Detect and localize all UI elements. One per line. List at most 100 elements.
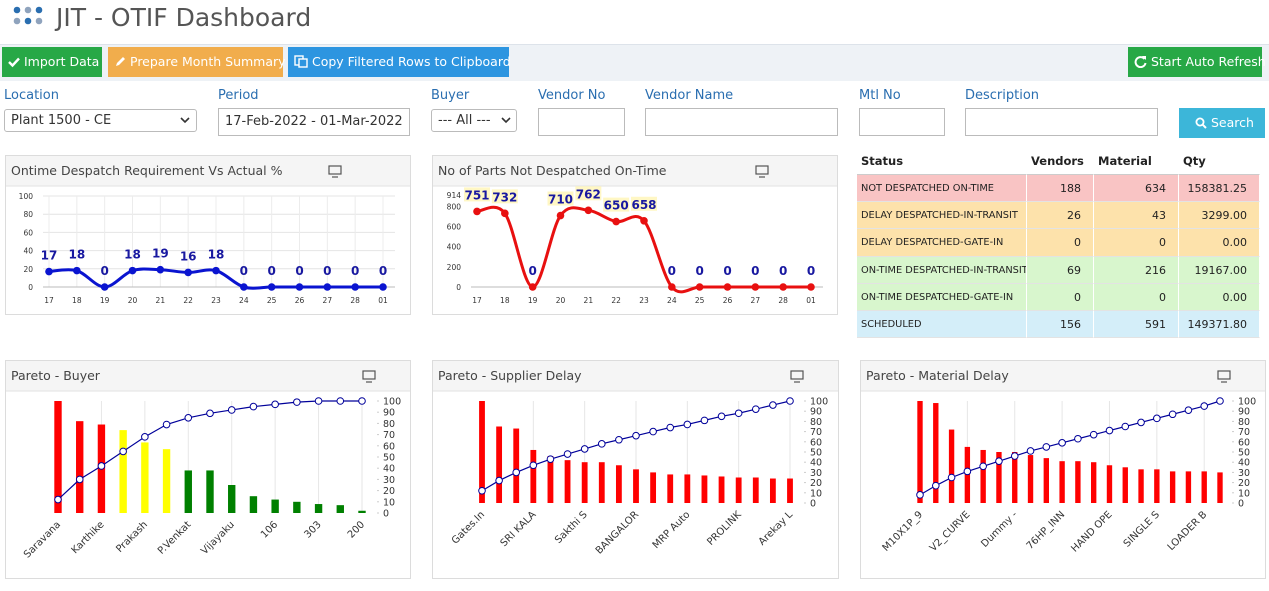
bar (228, 485, 236, 513)
summary-button[interactable]: Prepare Month Summary (108, 47, 286, 77)
bar (206, 470, 214, 513)
status-cell: DELAY DESPATCHED-GATE-IN (857, 229, 1027, 257)
table-cell: 591 (1094, 311, 1179, 339)
x-tick-label: 21 (584, 296, 594, 305)
cumulative-point (931, 481, 940, 490)
cumulative-point (75, 475, 84, 484)
data-label: 0 (267, 264, 275, 278)
buyer-select[interactable]: --- All --- (431, 109, 517, 132)
bar (547, 456, 554, 503)
chart-title: Pareto - Material Delay (866, 368, 1009, 383)
column-header: Qty (1179, 148, 1260, 175)
bar (564, 460, 571, 503)
x-tick-label: 21 (156, 296, 166, 305)
point (612, 217, 620, 226)
y2-tick-label: 0 (383, 509, 389, 520)
cumulative-point (734, 409, 743, 418)
status-cell: NOT DESPATCHED ON-TIME (857, 175, 1027, 203)
location-select[interactable]: Plant 1500 - CE (4, 109, 197, 132)
y2-tick-label: 100 (1238, 397, 1256, 408)
y2-tick-label: 70 (1238, 427, 1250, 438)
button-label: Prepare Month Summary (130, 54, 286, 69)
table-cell: 216 (1094, 256, 1179, 284)
panel-header (6, 156, 410, 186)
bar (1091, 462, 1097, 503)
bar (1106, 465, 1113, 503)
panel-header (861, 361, 1265, 391)
cumulative-point (769, 401, 777, 409)
cumulative-point (916, 491, 924, 499)
monitor-icon[interactable] (362, 370, 376, 380)
monitor-icon[interactable] (755, 165, 769, 175)
table-cell: 149371.80 (1179, 311, 1260, 339)
bar (141, 442, 149, 513)
status-cell: SCHEDULED (857, 311, 1027, 339)
point (156, 265, 165, 274)
bar (735, 477, 742, 503)
table-cell: 0 (1027, 283, 1094, 311)
cumulative-point (1121, 422, 1130, 431)
copy-button[interactable]: Copy Filtered Rows to Clipboard (288, 47, 511, 77)
data-label: 710 (548, 193, 573, 207)
bar (667, 474, 674, 503)
label-background (631, 196, 657, 211)
bar (633, 469, 639, 503)
cumulative-point (995, 457, 1003, 465)
cumulative-point (700, 416, 709, 425)
cumulative-point (162, 420, 171, 429)
x-tick-label: 28 (778, 296, 788, 305)
x-tick-label: 22 (183, 296, 193, 305)
status-cell: DELAY DESPATCHED-IN-TRANSIT (857, 202, 1027, 230)
period-input[interactable]: 17-Feb-2022 - 01-Mar-2022 (218, 108, 410, 136)
search-button[interactable]: Search (1179, 108, 1265, 138)
vendor-no-input[interactable] (538, 108, 625, 136)
bar (249, 496, 258, 513)
bar (336, 505, 344, 513)
chart-panel: No of Parts Not Despatched On-Time020040… (432, 155, 838, 315)
description-input[interactable] (965, 108, 1158, 136)
y2-tick-label: 70 (810, 427, 822, 438)
bar (162, 449, 171, 513)
table-cell: 158381.25 (1179, 175, 1260, 203)
y-tick-label: 0 (456, 283, 461, 292)
bar (271, 499, 279, 513)
y2-tick-label: 10 (810, 488, 822, 499)
chart-title: No of Parts Not Despatched On-Time (438, 163, 667, 178)
monitor-icon[interactable] (328, 165, 342, 175)
monitor-icon[interactable] (790, 370, 804, 380)
monitor-icon[interactable] (1217, 370, 1231, 380)
point (807, 283, 815, 291)
y2-tick-label: 90 (810, 407, 822, 418)
refresh-button[interactable]: Start Auto Refresh (1128, 47, 1266, 77)
filter-label: Mtl No (859, 88, 901, 103)
import-button[interactable]: Import Data (2, 47, 102, 77)
column-header: Material (1094, 148, 1179, 175)
filter-label: Vendor No (538, 88, 606, 103)
vendor-name-input[interactable] (645, 108, 838, 136)
cumulative-point (1105, 426, 1114, 435)
refresh-icon (1134, 56, 1147, 69)
table-cell: 0 (1094, 229, 1179, 257)
bar (1201, 471, 1207, 503)
chevron (501, 117, 511, 124)
chart-title: Pareto - Supplier Delay (438, 368, 582, 383)
cumulative-point (1153, 414, 1161, 423)
data-label: 0 (351, 264, 359, 278)
data-label: 0 (723, 264, 731, 278)
data-label: 16 (180, 249, 197, 263)
button-label: Copy Filtered Rows to Clipboard (312, 54, 511, 69)
data-label: 17 (41, 249, 58, 263)
mtl-no-input[interactable] (859, 108, 945, 136)
search-icon (1195, 117, 1207, 129)
point (295, 283, 304, 291)
x-tick-label: 27 (751, 296, 761, 305)
bar (479, 401, 485, 503)
x-tick-label: 25 (695, 296, 705, 305)
bar (76, 421, 84, 513)
bar (1075, 461, 1081, 503)
chart-panel: Ontime Despatch Requirement Vs Actual % 0… (5, 155, 411, 315)
y-tick-label: 914 (447, 191, 462, 200)
filter-label: Period (218, 88, 259, 103)
